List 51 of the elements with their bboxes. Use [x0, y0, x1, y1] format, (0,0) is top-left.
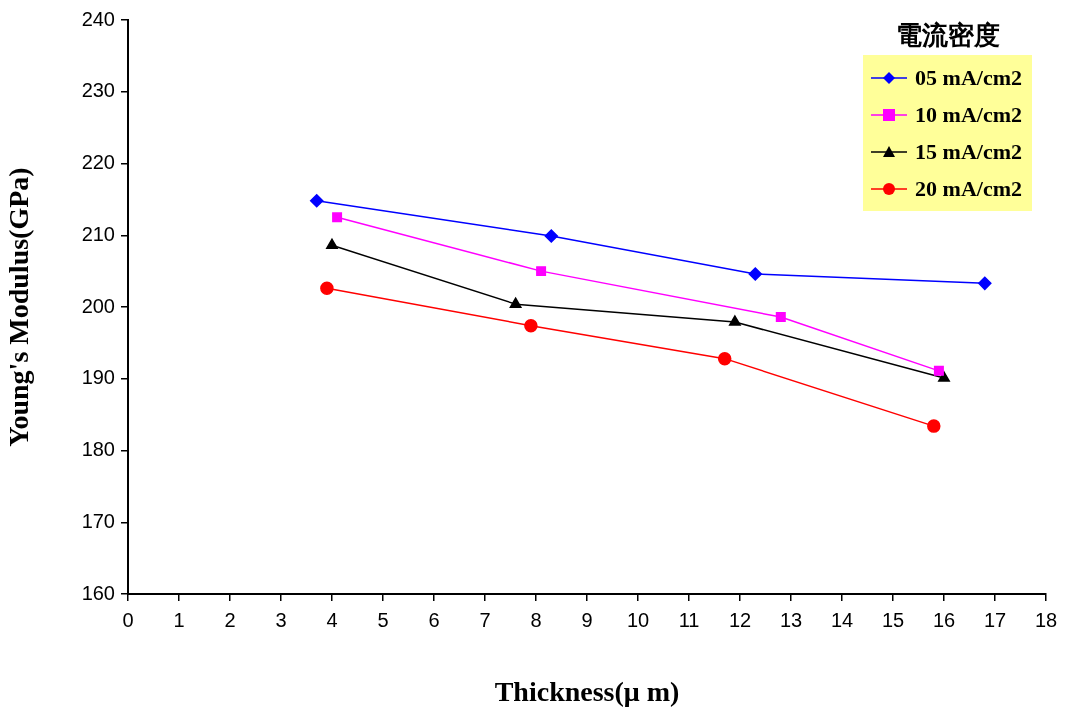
legend-label: 10 mA/cm2	[915, 101, 1022, 128]
point	[309, 194, 324, 208]
y-tick-label: 180	[81, 438, 115, 461]
y-tick-label: 170	[81, 509, 115, 532]
y-tick-label: 160	[81, 581, 115, 604]
x-tick-label: 12	[728, 608, 752, 631]
y-axis-title: Young's Modulus(GPa)	[3, 167, 35, 447]
x-tick-label: 13	[779, 608, 803, 631]
point	[933, 365, 944, 376]
x-tick-label: 1	[173, 608, 185, 631]
y-tick-label: 220	[81, 151, 115, 174]
y-tick-label: 190	[81, 366, 115, 389]
point	[320, 281, 334, 296]
x-tick-label: 14	[830, 608, 854, 631]
x-tick-label: 10	[626, 608, 650, 631]
point	[748, 267, 763, 281]
legend-label: 20 mA/cm2	[915, 175, 1022, 202]
x-tick-label: 11	[678, 608, 700, 631]
point	[927, 419, 941, 433]
legend-label: 05 mA/cm2	[915, 64, 1022, 91]
point	[978, 276, 992, 291]
x-tick-label: 0	[122, 608, 134, 631]
point	[544, 229, 559, 243]
point	[332, 212, 343, 223]
y-tick-label: 240	[81, 7, 115, 30]
x-tick-label: 5	[377, 608, 389, 631]
point	[728, 315, 741, 326]
point	[326, 238, 338, 250]
x-tick-label: 15	[881, 608, 905, 631]
x-tick-label: 17	[983, 608, 1007, 631]
y-tick-label: 200	[81, 294, 115, 317]
x-tick-label: 9	[581, 608, 593, 631]
point	[536, 266, 547, 277]
point	[717, 351, 732, 366]
point	[524, 318, 538, 333]
x-tick-label: 2	[224, 608, 236, 631]
x-tick-label: 3	[275, 608, 287, 631]
x-tick-label: 18	[1034, 608, 1058, 631]
point	[509, 297, 522, 308]
legend-title: 電流密度	[894, 20, 1001, 52]
x-tick-label: 6	[428, 608, 440, 631]
x-axis-title: Thickness(μ m)	[494, 676, 680, 708]
y-tick-label: 210	[81, 222, 115, 245]
x-tick-label: 16	[932, 608, 956, 631]
x-tick-label: 8	[530, 608, 542, 631]
y-tick-label: 230	[81, 79, 115, 102]
x-tick-label: 4	[326, 608, 338, 631]
point	[938, 371, 950, 382]
legend-label: 15 mA/cm2	[915, 138, 1022, 165]
point	[775, 312, 786, 323]
x-tick-label: 7	[479, 608, 491, 631]
